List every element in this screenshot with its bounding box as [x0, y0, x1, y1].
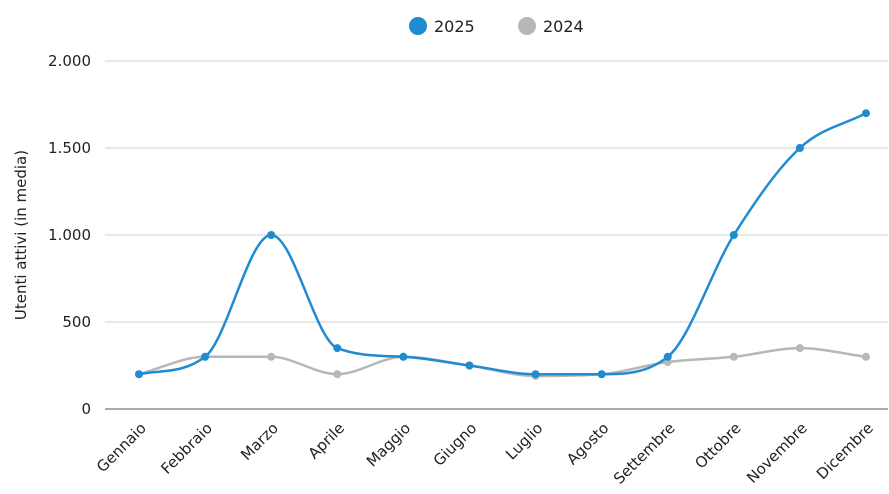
legend-swatch [518, 17, 536, 35]
data-point [531, 370, 540, 379]
y-tick-label: 1.000 [48, 226, 91, 244]
data-point [333, 370, 342, 379]
data-point [333, 344, 342, 353]
data-point [267, 352, 276, 361]
legend-label: 2024 [543, 17, 584, 36]
data-point [135, 370, 143, 379]
legend-label: 2025 [434, 17, 475, 36]
x-axis-ticks: Gennaio Febbraio Marzo Aprile Maggio Giugno Lu… [93, 419, 877, 488]
x-tick-label: Settembre [610, 419, 679, 488]
data-point [267, 231, 276, 239]
y-tick-label: 0 [81, 400, 91, 418]
chart-gridlines [105, 60, 888, 323]
x-tick-label: Ottobre [691, 419, 744, 472]
x-tick-label: Novembre [743, 419, 811, 487]
data-point [729, 231, 738, 239]
series-2024 [135, 344, 870, 380]
x-tick-label: Marzo [237, 419, 282, 464]
x-tick-label: Gennaio [93, 419, 150, 476]
x-tick-label: Aprile [305, 419, 348, 462]
data-point [862, 352, 870, 361]
y-tick-label: 1.500 [48, 139, 91, 157]
y-axis-ticks: 0 500 1.000 1.500 2.000 [48, 52, 91, 418]
data-point [597, 370, 606, 379]
x-tick-label: Dicembre [813, 419, 877, 483]
legend-item[interactable]: 2024 [518, 17, 584, 36]
data-point [399, 352, 408, 361]
x-tick-label: Febbraio [157, 419, 216, 478]
y-tick-label: 2.000 [48, 52, 91, 70]
data-point [795, 144, 804, 152]
y-axis-label: Utenti attivi (in media) [12, 150, 30, 320]
data-point [663, 352, 672, 361]
data-point [795, 344, 804, 353]
chart-legend: 2025 2024 [409, 17, 584, 36]
y-tick-label: 500 [62, 313, 91, 331]
data-point [729, 352, 738, 361]
x-tick-label: Maggio [363, 419, 414, 470]
legend-item[interactable]: 2025 [409, 17, 475, 36]
data-point [862, 109, 870, 118]
series-line [138, 112, 867, 376]
data-point [465, 361, 474, 370]
x-tick-label: Agosto [563, 419, 612, 468]
legend-swatch [409, 17, 427, 35]
series-2025 [135, 109, 870, 379]
x-tick-label: Giugno [430, 419, 481, 470]
data-point [201, 352, 210, 361]
x-tick-label: Luglio [502, 419, 546, 463]
chart-series [135, 109, 870, 380]
